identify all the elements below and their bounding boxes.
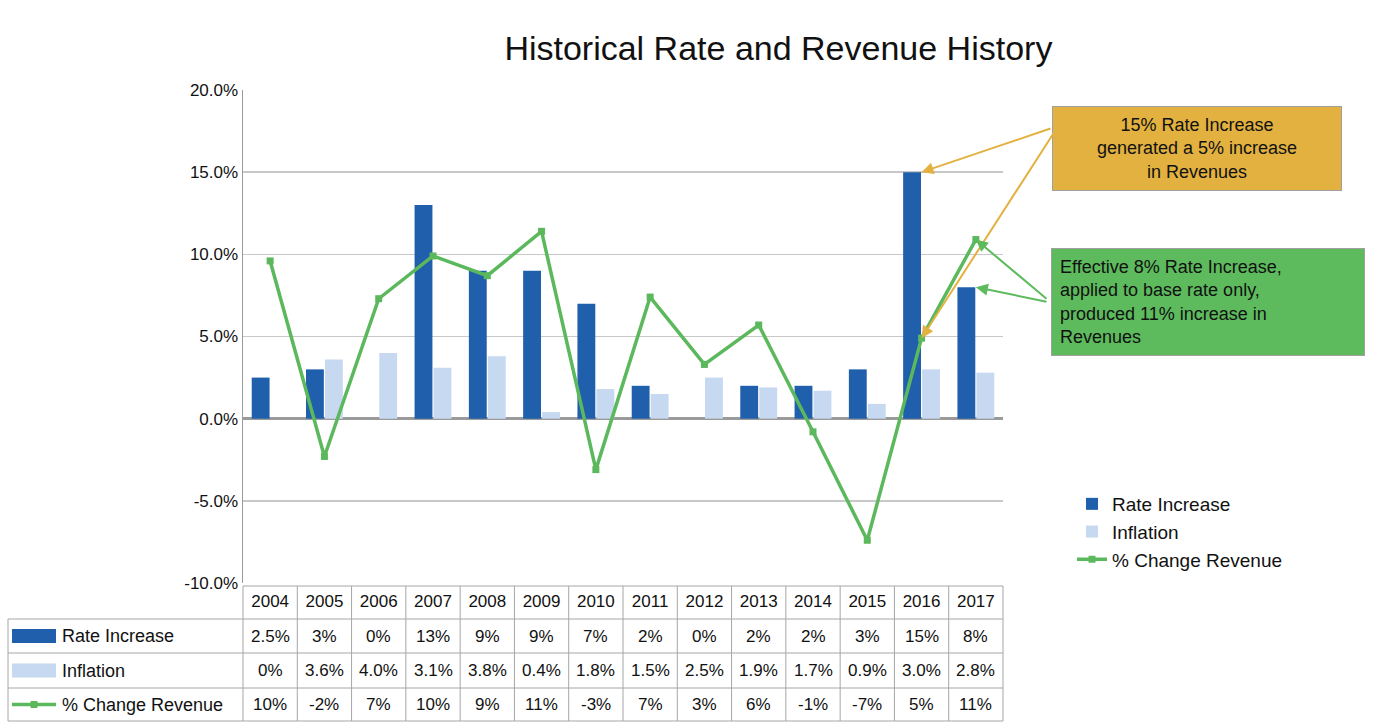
svg-text:2011: 2011	[632, 592, 669, 611]
svg-text:15.0%: 15.0%	[190, 163, 238, 182]
svg-text:-1%: -1%	[798, 695, 828, 714]
svg-text:2%: 2%	[801, 627, 826, 646]
svg-text:9%: 9%	[529, 627, 554, 646]
svg-text:-2%: -2%	[309, 695, 339, 714]
svg-text:2.5%: 2.5%	[685, 661, 724, 680]
svg-text:Historical Rate and Revenue Hi: Historical Rate and Revenue History	[504, 29, 1052, 67]
svg-text:15% Rate Increasegenerated a 5: 15% Rate Increasegenerated a 5% increase…	[1097, 115, 1297, 182]
svg-text:2%: 2%	[746, 627, 771, 646]
svg-text:2013: 2013	[740, 592, 778, 611]
svg-text:Rate Increase: Rate Increase	[1112, 494, 1230, 515]
svg-text:2%: 2%	[638, 627, 663, 646]
svg-text:0.0%: 0.0%	[199, 410, 238, 429]
svg-text:3%: 3%	[692, 695, 717, 714]
svg-text:15%: 15%	[905, 627, 939, 646]
svg-text:3%: 3%	[312, 627, 337, 646]
svg-text:0.4%: 0.4%	[522, 661, 561, 680]
svg-text:0%: 0%	[692, 627, 717, 646]
svg-text:1.9%: 1.9%	[739, 661, 778, 680]
svg-text:9%: 9%	[475, 627, 500, 646]
svg-text:10%: 10%	[416, 695, 450, 714]
svg-text:7%: 7%	[583, 627, 608, 646]
svg-text:0.9%: 0.9%	[848, 661, 887, 680]
svg-text:-5.0%: -5.0%	[194, 492, 238, 511]
svg-text:6%: 6%	[746, 695, 771, 714]
svg-text:2005: 2005	[306, 592, 344, 611]
svg-text:3.1%: 3.1%	[414, 661, 453, 680]
svg-text:3.0%: 3.0%	[902, 661, 941, 680]
svg-text:0%: 0%	[366, 627, 391, 646]
svg-text:13%: 13%	[416, 627, 450, 646]
svg-text:8%: 8%	[963, 627, 988, 646]
svg-text:2004: 2004	[251, 592, 289, 611]
svg-text:2010: 2010	[577, 592, 615, 611]
svg-text:2015: 2015	[848, 592, 886, 611]
svg-text:11%: 11%	[525, 695, 558, 714]
svg-text:% Change Revenue: % Change Revenue	[1112, 550, 1282, 571]
svg-text:7%: 7%	[638, 695, 663, 714]
svg-text:-3%: -3%	[581, 695, 611, 714]
svg-text:1.5%: 1.5%	[631, 661, 670, 680]
svg-text:2.5%: 2.5%	[251, 627, 290, 646]
svg-text:2007: 2007	[414, 592, 452, 611]
svg-text:9%: 9%	[475, 695, 500, 714]
svg-text:3.8%: 3.8%	[468, 661, 507, 680]
svg-text:1.8%: 1.8%	[576, 661, 615, 680]
svg-text:10%: 10%	[253, 695, 287, 714]
svg-text:2017: 2017	[957, 592, 995, 611]
svg-text:2.8%: 2.8%	[956, 661, 995, 680]
svg-text:3%: 3%	[855, 627, 880, 646]
svg-text:2009: 2009	[523, 592, 561, 611]
svg-text:-10.0%: -10.0%	[184, 574, 238, 593]
svg-text:20.0%: 20.0%	[190, 81, 238, 100]
svg-text:5%: 5%	[909, 695, 934, 714]
svg-text:1.7%: 1.7%	[794, 661, 833, 680]
svg-text:10.0%: 10.0%	[190, 245, 238, 264]
svg-text:2006: 2006	[360, 592, 398, 611]
svg-text:0%: 0%	[258, 661, 283, 680]
svg-text:2012: 2012	[686, 592, 724, 611]
svg-text:4.0%: 4.0%	[359, 661, 398, 680]
svg-text:Inflation: Inflation	[1112, 522, 1179, 543]
svg-text:2014: 2014	[794, 592, 832, 611]
svg-text:Inflation: Inflation	[62, 661, 125, 681]
svg-text:11%: 11%	[959, 695, 992, 714]
svg-text:2008: 2008	[468, 592, 506, 611]
svg-text:Effective 8% Rate Increase,app: Effective 8% Rate Increase,applied to ba…	[1060, 257, 1282, 347]
svg-text:7%: 7%	[366, 695, 391, 714]
svg-text:5.0%: 5.0%	[199, 327, 238, 346]
svg-text:% Change Revenue: % Change Revenue	[62, 695, 223, 715]
svg-text:2016: 2016	[903, 592, 941, 611]
svg-text:3.6%: 3.6%	[305, 661, 344, 680]
svg-text:-7%: -7%	[852, 695, 882, 714]
svg-text:Rate Increase: Rate Increase	[62, 626, 174, 646]
